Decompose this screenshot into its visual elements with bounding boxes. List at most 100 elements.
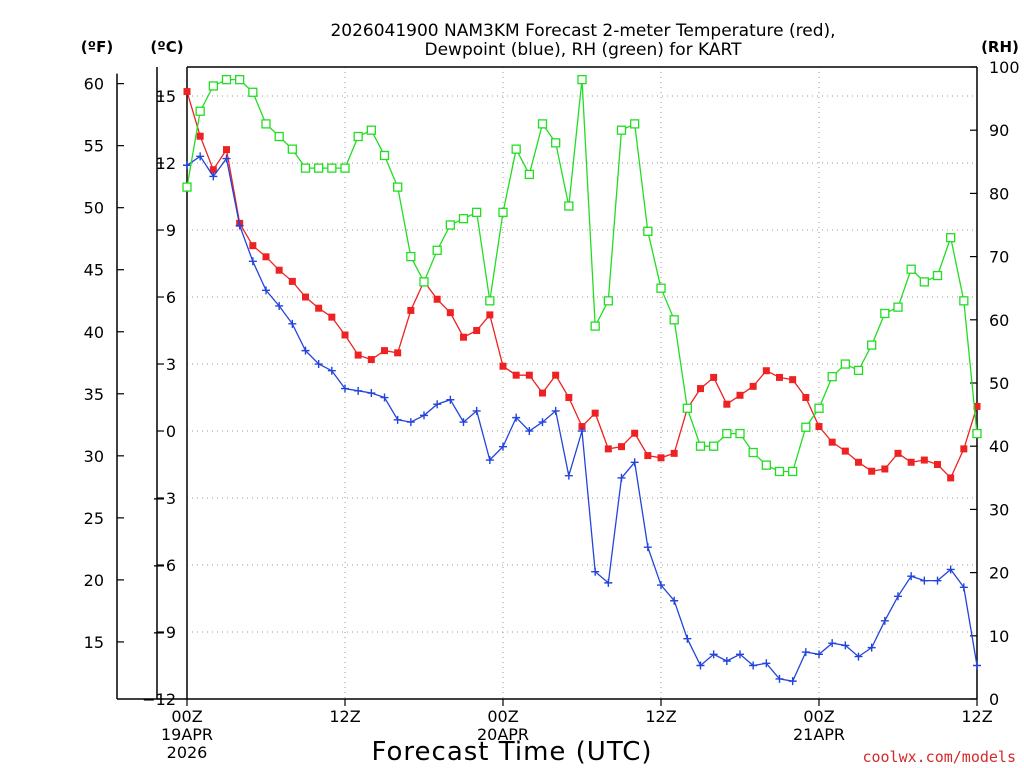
rh-point <box>616 125 627 135</box>
x-tick-label: 21APR <box>793 725 845 744</box>
celsius-tick-label: 0 <box>166 422 176 441</box>
dewpoint-point <box>262 286 270 295</box>
dewpoint-point <box>670 596 679 605</box>
temperature-point <box>341 331 349 339</box>
dewpoint-point <box>196 152 205 161</box>
rh-point <box>801 422 811 432</box>
rh-tick-label: 40 <box>989 437 1009 456</box>
temperature-point <box>920 456 928 464</box>
temperature-point <box>525 371 533 379</box>
x-tick-label: 2026 <box>167 743 208 762</box>
temperature-point <box>894 449 902 457</box>
dewpoint-point <box>775 674 784 683</box>
dewpoint-point <box>459 418 468 427</box>
rh-point <box>182 182 192 192</box>
dewpoint-point <box>551 406 560 415</box>
dewpoint-point <box>920 576 929 585</box>
dewpoint-point <box>959 583 968 592</box>
temperature-point <box>815 423 823 431</box>
rh-point <box>788 466 798 477</box>
temperature-point <box>960 445 968 453</box>
rh-point <box>893 302 903 312</box>
temperature-point <box>841 447 849 455</box>
dewpoint-point <box>380 393 389 402</box>
rh-tick-label: 0 <box>989 690 999 709</box>
dewpoint-point <box>433 400 442 409</box>
rh-point <box>366 125 376 135</box>
temperature-point <box>644 452 652 460</box>
rh-point <box>722 428 732 439</box>
temperature-point <box>828 438 836 446</box>
rh-point <box>840 359 850 369</box>
dewpoint-point <box>683 634 692 643</box>
temperature-point <box>868 467 876 475</box>
rh-point <box>419 277 429 287</box>
dewpoint-point <box>209 172 218 181</box>
temperature-point <box>736 391 744 399</box>
dewpoint-point <box>446 395 455 404</box>
temperature-point <box>552 371 560 379</box>
rh-point <box>748 447 758 458</box>
dewpoint-point <box>578 427 586 436</box>
fahrenheit-tick-label: 35 <box>84 385 104 404</box>
temperature-point <box>604 445 612 453</box>
rh-point <box>340 163 350 173</box>
dewpoint-point <box>657 581 665 590</box>
dewpoint-point <box>393 415 402 424</box>
temperature-point <box>394 349 402 357</box>
rh-tick-label: 80 <box>989 184 1009 203</box>
rh-point <box>537 119 548 129</box>
x-axis-title: Forecast Time (UTC) <box>371 737 652 767</box>
rh-point <box>248 87 258 97</box>
rh-point <box>959 296 969 306</box>
rh-point <box>445 220 455 230</box>
data-series <box>182 74 982 686</box>
fahrenheit-tick-label: 45 <box>84 261 104 280</box>
dewpoint-point <box>235 221 244 230</box>
celsius-tick-label: 12 <box>156 154 176 173</box>
temperature-point <box>486 311 494 319</box>
temperature-point <box>512 371 520 379</box>
rh-point <box>432 245 442 255</box>
fahrenheit-tick-label: 55 <box>84 137 104 156</box>
celsius-tick-label: 6 <box>166 288 176 307</box>
rh-point <box>709 441 719 451</box>
dewpoint-point <box>696 661 705 670</box>
temperature-point <box>670 449 678 457</box>
temperature-point <box>196 132 204 140</box>
temperature-point <box>473 327 481 335</box>
rh-tick-label: 60 <box>989 311 1009 330</box>
rh-point <box>577 74 587 85</box>
x-tick-label: 12Z <box>645 707 676 726</box>
dewpoint-point <box>907 572 916 581</box>
rh-tick-label: 30 <box>989 500 1009 519</box>
rh-point <box>946 232 956 243</box>
dewpoint-point <box>617 473 626 482</box>
dewpoint-point <box>222 154 231 163</box>
celsius-tick-label: −12 <box>142 690 176 709</box>
dewpoint-point <box>867 643 876 652</box>
temperature-point <box>802 394 810 402</box>
rh-point <box>300 163 311 173</box>
fahrenheit-tick-label: 25 <box>84 509 104 528</box>
celsius-axis-label: (ºC) <box>150 38 183 56</box>
rh-point <box>669 315 679 325</box>
rh-axis-label: (RH) <box>981 38 1019 56</box>
rh-point <box>274 131 284 142</box>
celsius-tick-label: 3 <box>166 355 176 374</box>
rh-tick-label: 50 <box>989 374 1009 393</box>
x-tick-label: 00Z <box>487 707 518 726</box>
dewpoint-point <box>420 411 428 420</box>
temperature-point <box>855 458 862 466</box>
temperature-point <box>934 461 941 469</box>
temperature-point <box>591 409 599 417</box>
temperature-point <box>275 266 283 274</box>
celsius-tick-label: 9 <box>166 221 176 240</box>
temperature-point <box>618 443 625 451</box>
x-tick-label: 20APR <box>477 725 529 744</box>
dewpoint-point <box>248 257 257 266</box>
rh-point <box>327 163 337 173</box>
dewpoint-point <box>301 346 310 355</box>
